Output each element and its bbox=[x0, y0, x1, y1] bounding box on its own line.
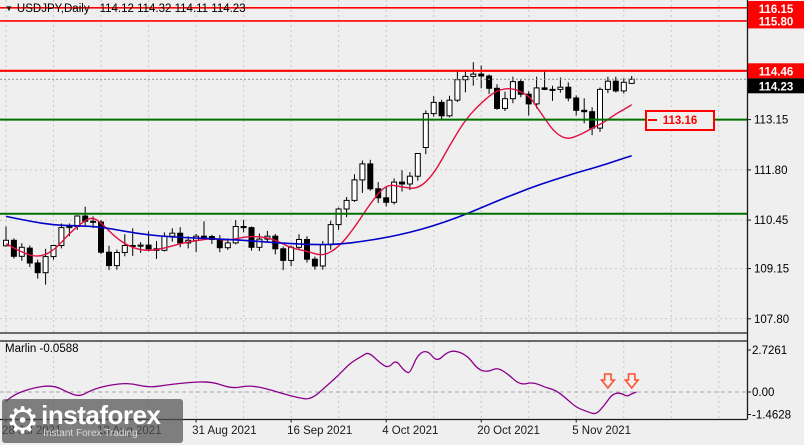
target-price-label: 113.16 bbox=[662, 114, 698, 127]
candle-body bbox=[106, 251, 112, 267]
sell-arrow-icon bbox=[599, 373, 616, 390]
candle-body bbox=[351, 179, 358, 201]
candle-body bbox=[304, 239, 310, 260]
price-target-box[interactable]: 113.16 bbox=[645, 110, 715, 131]
date-axis-label: 4 Oct 2021 bbox=[382, 425, 438, 437]
candle-body bbox=[42, 256, 49, 274]
marlin-line bbox=[5, 350, 637, 415]
candle-body bbox=[288, 246, 295, 261]
candle-body bbox=[335, 208, 342, 226]
price-axis-label: 113.15 bbox=[754, 115, 788, 127]
candle-body bbox=[113, 252, 120, 267]
candle-body bbox=[438, 101, 445, 117]
candle-body bbox=[359, 163, 366, 181]
target-leader-line bbox=[648, 119, 657, 121]
candle-body bbox=[399, 181, 405, 185]
date-axis-label: 20 Oct 2021 bbox=[477, 425, 540, 437]
price-badge bbox=[748, 63, 804, 79]
price-axis-label: 109.15 bbox=[754, 264, 789, 276]
candle-body bbox=[604, 80, 611, 90]
candle-body bbox=[240, 226, 247, 229]
candle-body bbox=[541, 87, 548, 90]
candle-body bbox=[367, 163, 374, 190]
candle-body bbox=[557, 86, 564, 90]
indicator-axis-label: 0.00 bbox=[752, 387, 774, 399]
candle-body bbox=[391, 181, 398, 203]
candle-body bbox=[573, 97, 580, 111]
price-badge bbox=[748, 78, 804, 94]
candle-body bbox=[327, 224, 334, 246]
price-badge-label: 114.23 bbox=[759, 81, 794, 93]
candle-body bbox=[517, 81, 524, 95]
price-badge-label: 116.15 bbox=[759, 4, 794, 16]
candle-body bbox=[248, 227, 255, 248]
candle-body bbox=[169, 232, 176, 237]
ma-slow-line bbox=[5, 154, 632, 246]
price-axis-label: 107.80 bbox=[754, 314, 789, 326]
candle-body bbox=[597, 88, 603, 129]
candle-body bbox=[549, 88, 556, 91]
candle-body bbox=[470, 73, 477, 77]
candle-body bbox=[58, 227, 65, 247]
candle-body bbox=[478, 73, 485, 77]
price-badge bbox=[748, 13, 804, 29]
candle-body bbox=[533, 87, 540, 105]
brand-tagline: Instant Forex Trading bbox=[43, 428, 138, 439]
candle-body bbox=[502, 98, 508, 109]
candle-body bbox=[446, 99, 453, 117]
indicator-axis-label: 2.7261 bbox=[752, 345, 787, 357]
candle-body bbox=[137, 244, 144, 247]
candle-body bbox=[430, 101, 437, 115]
candle-body bbox=[98, 221, 104, 253]
gear-logo-icon: ⚙ bbox=[6, 399, 40, 441]
candle-body bbox=[486, 75, 493, 89]
candle-body bbox=[66, 226, 73, 229]
candle-body bbox=[232, 226, 239, 244]
candle-body bbox=[494, 87, 500, 109]
broker-watermark: ⚙ instaforex Instant Forex Trading bbox=[2, 399, 183, 443]
candle-body bbox=[620, 81, 627, 92]
price-badge-label: 114.46 bbox=[759, 66, 794, 78]
candle-body bbox=[34, 262, 41, 274]
candle-body bbox=[581, 109, 588, 113]
price-axis-label: 110.45 bbox=[754, 215, 788, 227]
price-badge bbox=[748, 1, 804, 16]
brand-name: instaforex bbox=[41, 400, 161, 430]
date-axis-label: 16 Sep 2021 bbox=[287, 425, 352, 437]
candle-body bbox=[612, 80, 619, 92]
candle-body bbox=[383, 197, 390, 203]
candle-body bbox=[280, 248, 287, 261]
ma-fast-line bbox=[5, 88, 633, 257]
chart-title: ▼ USDJPY,Daily 114.12 114.32 114.11 114.23 bbox=[5, 3, 246, 15]
candle-body bbox=[3, 239, 9, 247]
candle-body bbox=[256, 238, 263, 248]
candle-body bbox=[628, 78, 635, 84]
candle-body bbox=[414, 153, 421, 177]
price-axis-label: 111.80 bbox=[754, 165, 787, 177]
candle-body bbox=[121, 245, 128, 253]
ohlc-values: 114.12 114.32 114.11 114.23 bbox=[99, 3, 246, 15]
candle-body bbox=[90, 220, 97, 223]
candle-body bbox=[422, 113, 429, 148]
candle-body bbox=[145, 244, 152, 250]
candle-body bbox=[224, 242, 231, 249]
indicator-name-label: Marlin -0.0588 bbox=[5, 343, 79, 355]
price-badge-label: 115.80 bbox=[759, 16, 794, 28]
sell-arrow-icon bbox=[623, 373, 640, 390]
date-axis-label: 5 Nov 2021 bbox=[572, 425, 631, 437]
indicator-axis-label: -1.4628 bbox=[752, 410, 791, 422]
collapse-triangle-icon[interactable]: ▼ bbox=[5, 4, 13, 13]
candle-body bbox=[201, 235, 207, 238]
candle-body bbox=[343, 199, 350, 210]
symbol-period-label: USDJPY,Daily bbox=[16, 3, 90, 15]
candle-body bbox=[565, 86, 572, 99]
date-axis-label: 31 Aug 2021 bbox=[192, 425, 257, 437]
candle-body bbox=[216, 239, 223, 249]
candle-body bbox=[406, 175, 413, 185]
candle-body bbox=[454, 79, 461, 101]
candle-body bbox=[311, 258, 318, 267]
